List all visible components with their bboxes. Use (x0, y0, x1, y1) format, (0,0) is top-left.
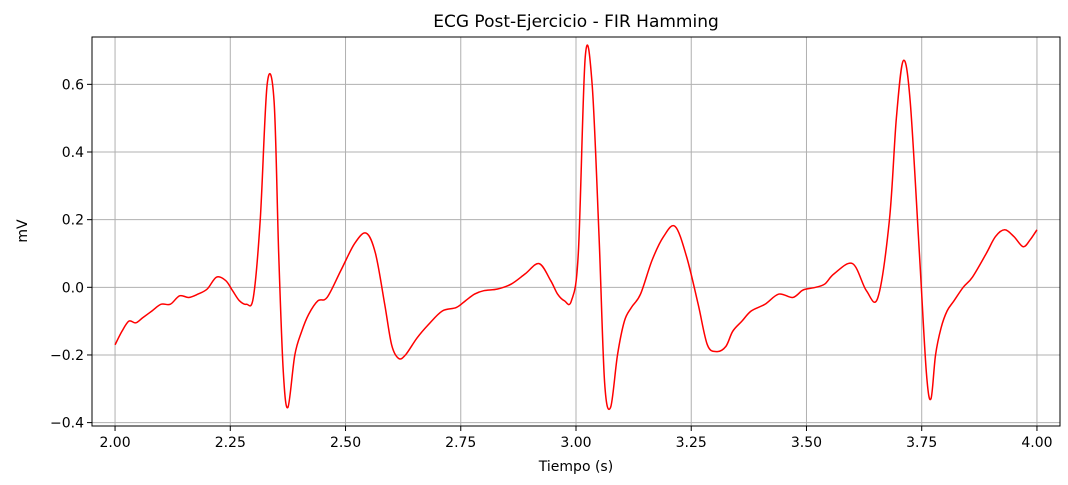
x-tick-label: 3.25 (676, 435, 707, 451)
x-axis: 2.00 2.25 2.50 2.75 3.00 3.25 3.50 3.75 4.00 (99, 426, 1053, 451)
y-tick-label: 0.4 (62, 145, 84, 161)
x-tick-label: 4.00 (1021, 435, 1052, 451)
y-tick-label: 0.6 (62, 77, 84, 93)
x-tick-label: 2.00 (99, 435, 130, 451)
ecg-series-line (114, 44, 1038, 411)
y-tick-label: 0.2 (62, 213, 84, 229)
x-tick-label: 3.50 (791, 435, 822, 451)
y-axis-title: mV (15, 219, 31, 243)
x-tick-label: 2.75 (445, 435, 476, 451)
y-tick-label: 0.0 (62, 280, 84, 296)
chart-title: ECG Post-Ejercicio - FIR Hamming (433, 12, 719, 32)
x-tick-label: 2.25 (215, 435, 246, 451)
series-layer (114, 44, 1038, 411)
grid (92, 37, 1060, 426)
y-tick-label: −0.4 (50, 416, 84, 432)
x-tick-label: 3.00 (560, 435, 591, 451)
x-axis-title: Tiempo (s) (538, 459, 613, 475)
x-tick-label: 2.50 (330, 435, 361, 451)
y-tick-label: −0.2 (50, 348, 84, 364)
x-tick-label: 3.75 (906, 435, 937, 451)
y-axis: −0.4 −0.2 0.0 0.2 0.4 0.6 (50, 77, 92, 432)
